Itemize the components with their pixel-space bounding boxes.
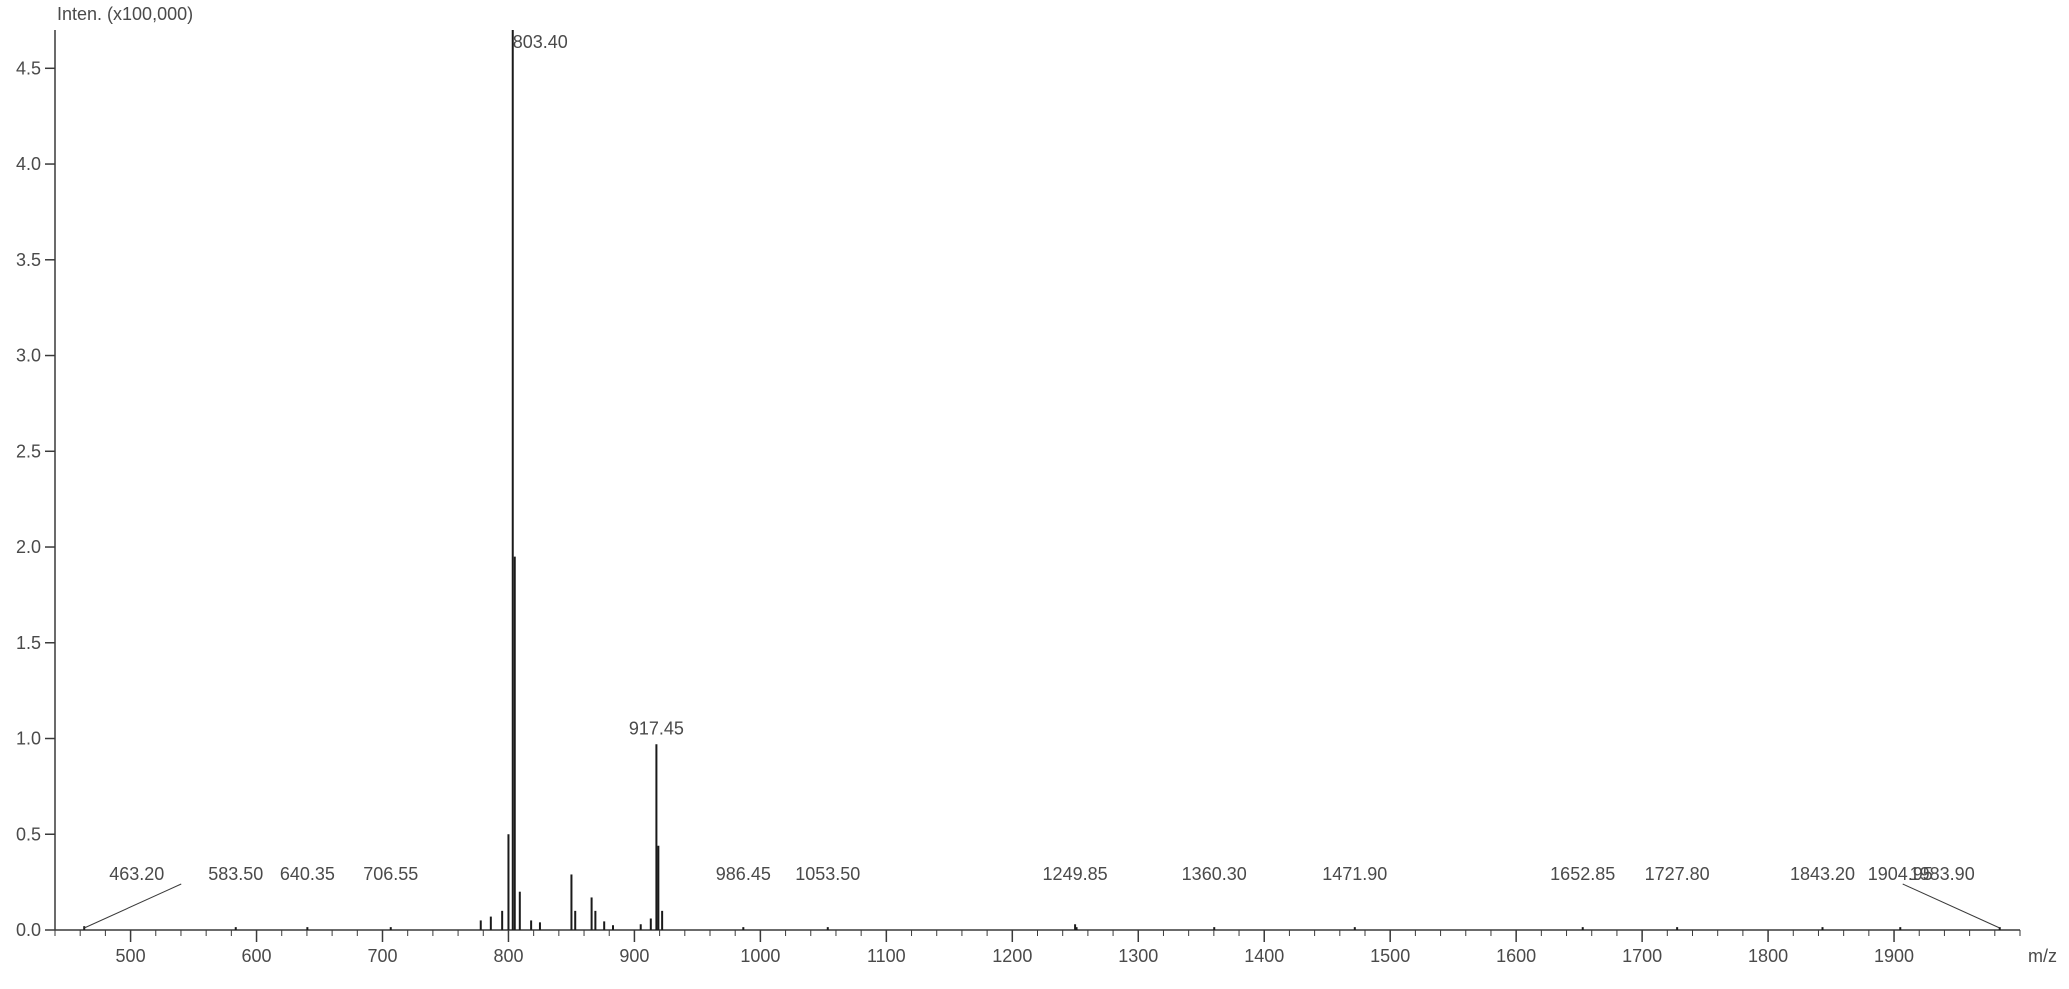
y-tick-label: 4.0 [16,154,41,174]
x-tick-label: 1900 [1874,946,1914,966]
peak-label: 986.45 [716,864,771,884]
x-tick-label: 1100 [867,946,906,966]
peak-label: 640.35 [280,864,335,884]
y-tick-label: 1.0 [16,729,41,749]
y-tick-label: 2.0 [16,537,41,557]
x-tick-label: 1600 [1496,946,1536,966]
x-tick-label: 700 [367,946,397,966]
peak-label: 1249.85 [1043,864,1108,884]
x-tick-label: 1400 [1244,946,1284,966]
peak-label: 917.45 [629,718,684,738]
x-tick-label: 500 [116,946,146,966]
peak-label: 1360.30 [1182,864,1247,884]
peak-label: 1652.85 [1550,864,1615,884]
y-tick-label: 0.5 [16,824,41,844]
x-tick-label: 800 [493,946,523,966]
x-tick-label: 1800 [1748,946,1788,966]
y-tick-label: 4.5 [16,58,41,78]
x-tick-label: 1500 [1370,946,1410,966]
peak-label: 706.55 [363,864,418,884]
x-tick-label: 1200 [992,946,1032,966]
x-tick-label: 900 [619,946,649,966]
spectrum-svg: Inten. (x100,000) 0.0 0.5 1.0 1.5 2.0 2.5 3.0 3.… [0,0,2069,989]
peak-label: 1843.20 [1790,864,1855,884]
x-tick-label: 1000 [740,946,780,966]
peak-label: 1053.50 [795,864,860,884]
peak-label: 1727.80 [1645,864,1710,884]
chart-bg [0,0,2069,989]
mass-spectrum-chart: Inten. (x100,000) 0.0 0.5 1.0 1.5 2.0 2.5 3.0 3.… [0,0,2069,989]
x-tick-label: 600 [242,946,272,966]
peak-label: 1471.90 [1322,864,1387,884]
y-tick-label: 0.0 [16,920,41,940]
y-axis-title: Inten. (x100,000) [57,4,193,24]
peak-label: 463.20 [109,864,164,884]
x-axis-label: m/z [2028,946,2057,966]
peak-label: 803.40 [513,32,568,52]
y-tick-label: 1.5 [16,633,41,653]
y-tick-label: 3.0 [16,346,41,366]
peak-label: 583.50 [208,864,263,884]
x-tick-label: 1700 [1622,946,1662,966]
y-tick-label: 3.5 [16,250,41,270]
x-tick-label: 1300 [1118,946,1158,966]
y-tick-label: 2.5 [16,441,41,461]
peak-label: 1983.90 [1910,864,1975,884]
